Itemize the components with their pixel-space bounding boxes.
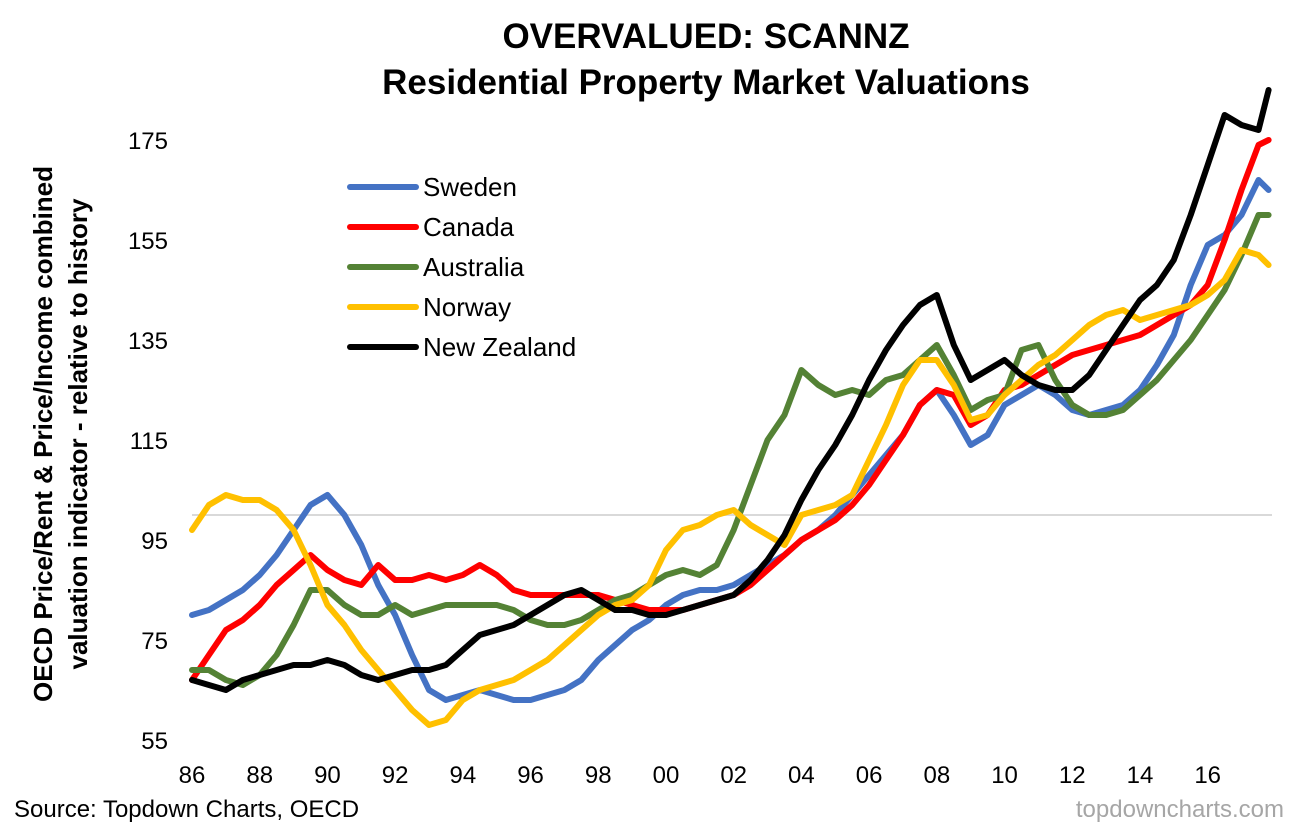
- x-tick-label: 08: [923, 762, 950, 789]
- series-line-norway: [189, 247, 1272, 728]
- chart-title: OVERVALUED: SCANNZ: [502, 17, 909, 56]
- y-tick-label: 75: [141, 628, 168, 655]
- plot-area: 55 75 95 115 135 155 175 86 88 90 92 94 96 98 00 02 04 06…: [128, 87, 1272, 789]
- x-tick-label: 10: [991, 762, 1018, 789]
- source-note: Source: Topdown Charts, OECD: [14, 796, 359, 823]
- chart-subtitle: Residential Property Market Valuations: [382, 63, 1030, 102]
- series-line-australia: [189, 212, 1272, 688]
- legend-label-sweden: Sweden: [423, 172, 517, 202]
- y-tick-label: 135: [128, 328, 168, 355]
- y-tick-label: 55: [141, 728, 168, 755]
- y-axis-label-line-2: valuation indicator - relative to histor…: [63, 198, 93, 670]
- x-tick-label: 88: [246, 762, 273, 789]
- y-tick-label: 175: [128, 128, 168, 155]
- x-tick-label: 90: [314, 762, 341, 789]
- x-tick-label: 00: [653, 762, 680, 789]
- x-tick-label: 12: [1059, 762, 1086, 789]
- x-tick-label: 96: [517, 762, 544, 789]
- y-tick-label: 115: [130, 428, 168, 455]
- x-tick-label: 04: [788, 762, 815, 789]
- legend-label-norway: Norway: [423, 292, 511, 322]
- y-axis-label-line-1: OECD Price/Rent & Price/Income combined: [28, 166, 58, 702]
- x-tick-label: 92: [382, 762, 409, 789]
- series-line-new-zealand: [189, 87, 1272, 693]
- x-tick-label: 06: [856, 762, 883, 789]
- legend: Sweden Canada Australia Norway New Zealand: [347, 172, 576, 362]
- x-tick-label: 94: [449, 762, 476, 789]
- legend-label-australia: Australia: [423, 252, 525, 282]
- x-tick-label: 14: [1127, 762, 1154, 789]
- series-line-sweden: [189, 177, 1272, 703]
- y-axis-label: OECD Price/Rent & Price/Income combined …: [28, 166, 93, 702]
- legend-label-canada: Canada: [423, 212, 515, 242]
- x-tick-label: 16: [1194, 762, 1221, 789]
- watermark: topdowncharts.com: [1076, 796, 1284, 823]
- legend-label-new-zealand: New Zealand: [423, 332, 576, 362]
- x-tick-label: 98: [585, 762, 612, 789]
- y-tick-label: 155: [128, 228, 168, 255]
- y-tick-label: 95: [141, 528, 168, 555]
- x-tick-label: 02: [720, 762, 747, 789]
- x-tick-label: 86: [179, 762, 206, 789]
